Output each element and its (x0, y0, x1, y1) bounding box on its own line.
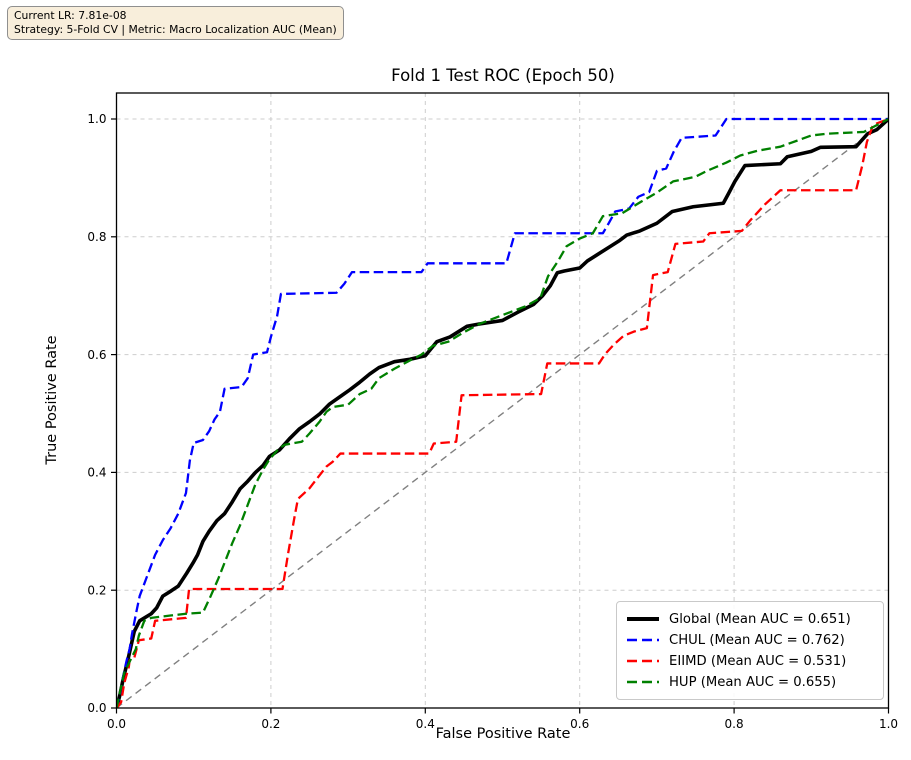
legend-label-hup: HUP (Mean AUC = 0.655) (669, 674, 837, 690)
legend-item-chul: CHUL (Mean AUC = 0.762) (626, 630, 874, 650)
roc-curve-chul (116, 117, 889, 708)
x-axis-label: False Positive Rate (435, 726, 571, 742)
y-tick-label: 0.0 (87, 701, 106, 715)
legend-label-global: Global (Mean AUC = 0.651) (669, 611, 851, 627)
y-tick-label: 0.2 (87, 583, 106, 597)
legend-item-hup: HUP (Mean AUC = 0.655) (626, 672, 874, 692)
global-line-sample-icon (627, 617, 659, 621)
x-tick-label: 0.8 (725, 717, 744, 731)
axes-spines (115, 92, 890, 709)
legend: Global (Mean AUC = 0.651) CHUL (Mean AUC… (616, 601, 884, 700)
y-tick-label: 1.0 (87, 112, 106, 126)
x-tick-label: 1.0 (879, 717, 898, 731)
legend-label-eiimd: EIIMD (Mean AUC = 0.531) (669, 653, 847, 669)
legend-item-eiimd: EIIMD (Mean AUC = 0.531) (626, 651, 874, 671)
y-tick-label: 0.4 (87, 466, 106, 480)
x-tick-label: 0.2 (261, 717, 280, 731)
y-tick-label: 0.8 (87, 230, 106, 244)
roc-curve-eiimd (116, 117, 889, 708)
y-tick-label: 0.6 (87, 348, 106, 362)
roc-curve-global (116, 117, 889, 708)
eiimd-line-sample-icon (627, 659, 659, 663)
x-tick-label: 0.4 (416, 717, 435, 731)
x-tick-label: 0.6 (570, 717, 589, 731)
roc-curve-hup (116, 117, 889, 708)
x-tick-label: 0.0 (107, 717, 126, 731)
chance-diagonal-line (116, 118, 889, 708)
chart-title: Fold 1 Test ROC (Epoch 50) (391, 66, 615, 85)
y-axis-label: True Positive Rate (44, 335, 60, 465)
hup-line-sample-icon (627, 680, 659, 684)
annotation-line-strategy-metric: Strategy: 5-Fold CV | Metric: Macro Loca… (14, 22, 337, 36)
chul-line-sample-icon (627, 638, 659, 642)
lr-strategy-annotation: Current LR: 7.81e-08 Strategy: 5-Fold CV… (7, 6, 344, 40)
legend-item-global: Global (Mean AUC = 0.651) (626, 609, 874, 629)
annotation-line-current-lr: Current LR: 7.81e-08 (14, 9, 127, 22)
legend-label-chul: CHUL (Mean AUC = 0.762) (669, 632, 845, 648)
